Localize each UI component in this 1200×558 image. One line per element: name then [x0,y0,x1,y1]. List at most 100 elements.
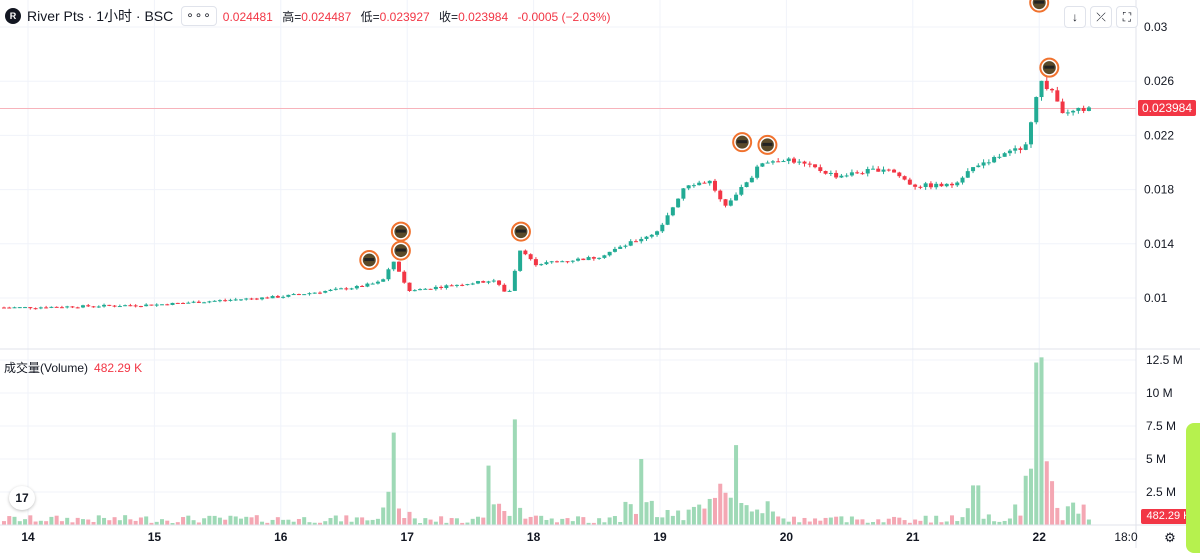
price-axis-label: 0.014 [1144,237,1174,251]
candle-body [828,172,833,174]
more-options-button[interactable]: ∘∘∘ [181,6,217,26]
volume-bar [955,521,960,525]
volume-bar [560,518,565,525]
volume-bar [702,508,707,525]
volume-bar [797,522,802,525]
volume-bar [897,517,902,525]
volume-bar [597,518,602,525]
volume-bar [739,503,744,525]
volume-bar [38,520,43,525]
symbol-title[interactable]: River Pts · 1小时 · BSC [27,8,174,24]
volume-bar [807,521,812,525]
volume-bar [7,516,12,525]
volume-bar [707,498,712,525]
candle-body [560,261,565,263]
volume-bar [181,517,186,525]
tradingview-logo[interactable]: 17 [9,486,35,510]
candle-body [302,294,307,296]
event-marker-icon [359,250,380,271]
candle-body [112,305,117,307]
candle-body [760,163,765,167]
close-value: 0.023984 [458,9,509,24]
side-panel-handle[interactable] [1186,423,1200,553]
volume-bar [291,521,296,525]
current-volume-tag: 482.29 K [1141,509,1196,524]
candle-body [12,307,17,309]
current-price-tag: 0.023984 [1138,100,1196,116]
volume-bar [686,509,691,525]
volume-bar [755,509,760,525]
candle-body [102,304,107,307]
arrow-down-icon[interactable]: ↓ [1064,6,1086,28]
candle-body [870,168,875,170]
candle-body [418,289,423,291]
volume-bar [323,521,328,525]
volume-bar [791,516,796,525]
volume-bar [1039,357,1044,525]
candle-body [813,164,818,168]
candle-body [475,281,480,284]
candle-body [507,290,512,292]
candle-body [686,185,691,189]
open-value: 0.024481 [222,9,273,24]
event-marker-icon [757,134,778,155]
volume-bar [712,497,717,525]
volume-bar [770,511,775,525]
volume-bar [1018,515,1023,525]
candle-body [881,169,886,172]
candle-body [165,304,170,306]
candle-body [691,185,696,187]
volume-bar [971,485,976,525]
volume-bar [570,521,575,525]
candle-body [281,296,286,298]
price-axis-label: 0.01 [1144,291,1168,305]
candle-body [181,302,186,304]
candle-body [233,299,238,301]
candle-body [876,168,881,172]
volume-bar [307,522,312,525]
candle-body [786,158,791,162]
time-axis-label: 14 [21,530,35,544]
candle-body [107,304,112,306]
candle-body [939,183,944,187]
volume-bar [1086,519,1091,525]
volume-axis-label: 12.5 M [1146,353,1183,367]
candle-body [618,246,623,249]
event-marker-icon [1029,0,1050,13]
volume-bar [623,501,628,525]
candle-body [612,248,617,252]
volume-bar [317,522,322,525]
candle-body [186,302,191,304]
volume-bar [244,516,249,525]
volume-bar [281,519,286,525]
volume-bar [449,518,454,525]
candle-body [1039,80,1044,98]
volume-bar [123,515,128,525]
volume-bar [697,504,702,525]
candle-body [191,301,196,303]
candle-body [1028,122,1033,145]
volume-bar [396,508,401,525]
candle-body [665,215,670,225]
volume-legend[interactable]: 成交量(Volume) 482.29 K [4,359,142,376]
candle-body [960,177,965,183]
volume-title: 成交量(Volume) [4,361,89,375]
candle-body [934,183,939,188]
volume-bar [1013,504,1018,525]
volume-bar [618,521,623,525]
fullscreen-icon[interactable]: ⛶ [1116,6,1138,28]
collapse-icon[interactable]: ⤫ [1090,6,1112,28]
marker-glasses [1034,0,1045,4]
gear-icon[interactable]: ⚙ [1164,530,1176,545]
marker-glasses [762,142,773,146]
volume-bar [354,517,359,525]
volume-bar [628,504,633,525]
candle-body [523,250,528,255]
candle-body [528,254,533,260]
candle-body [412,290,417,292]
candle-body [17,307,22,309]
candle-body [855,172,860,174]
volume-bar [49,516,54,525]
candle-body [965,171,970,178]
